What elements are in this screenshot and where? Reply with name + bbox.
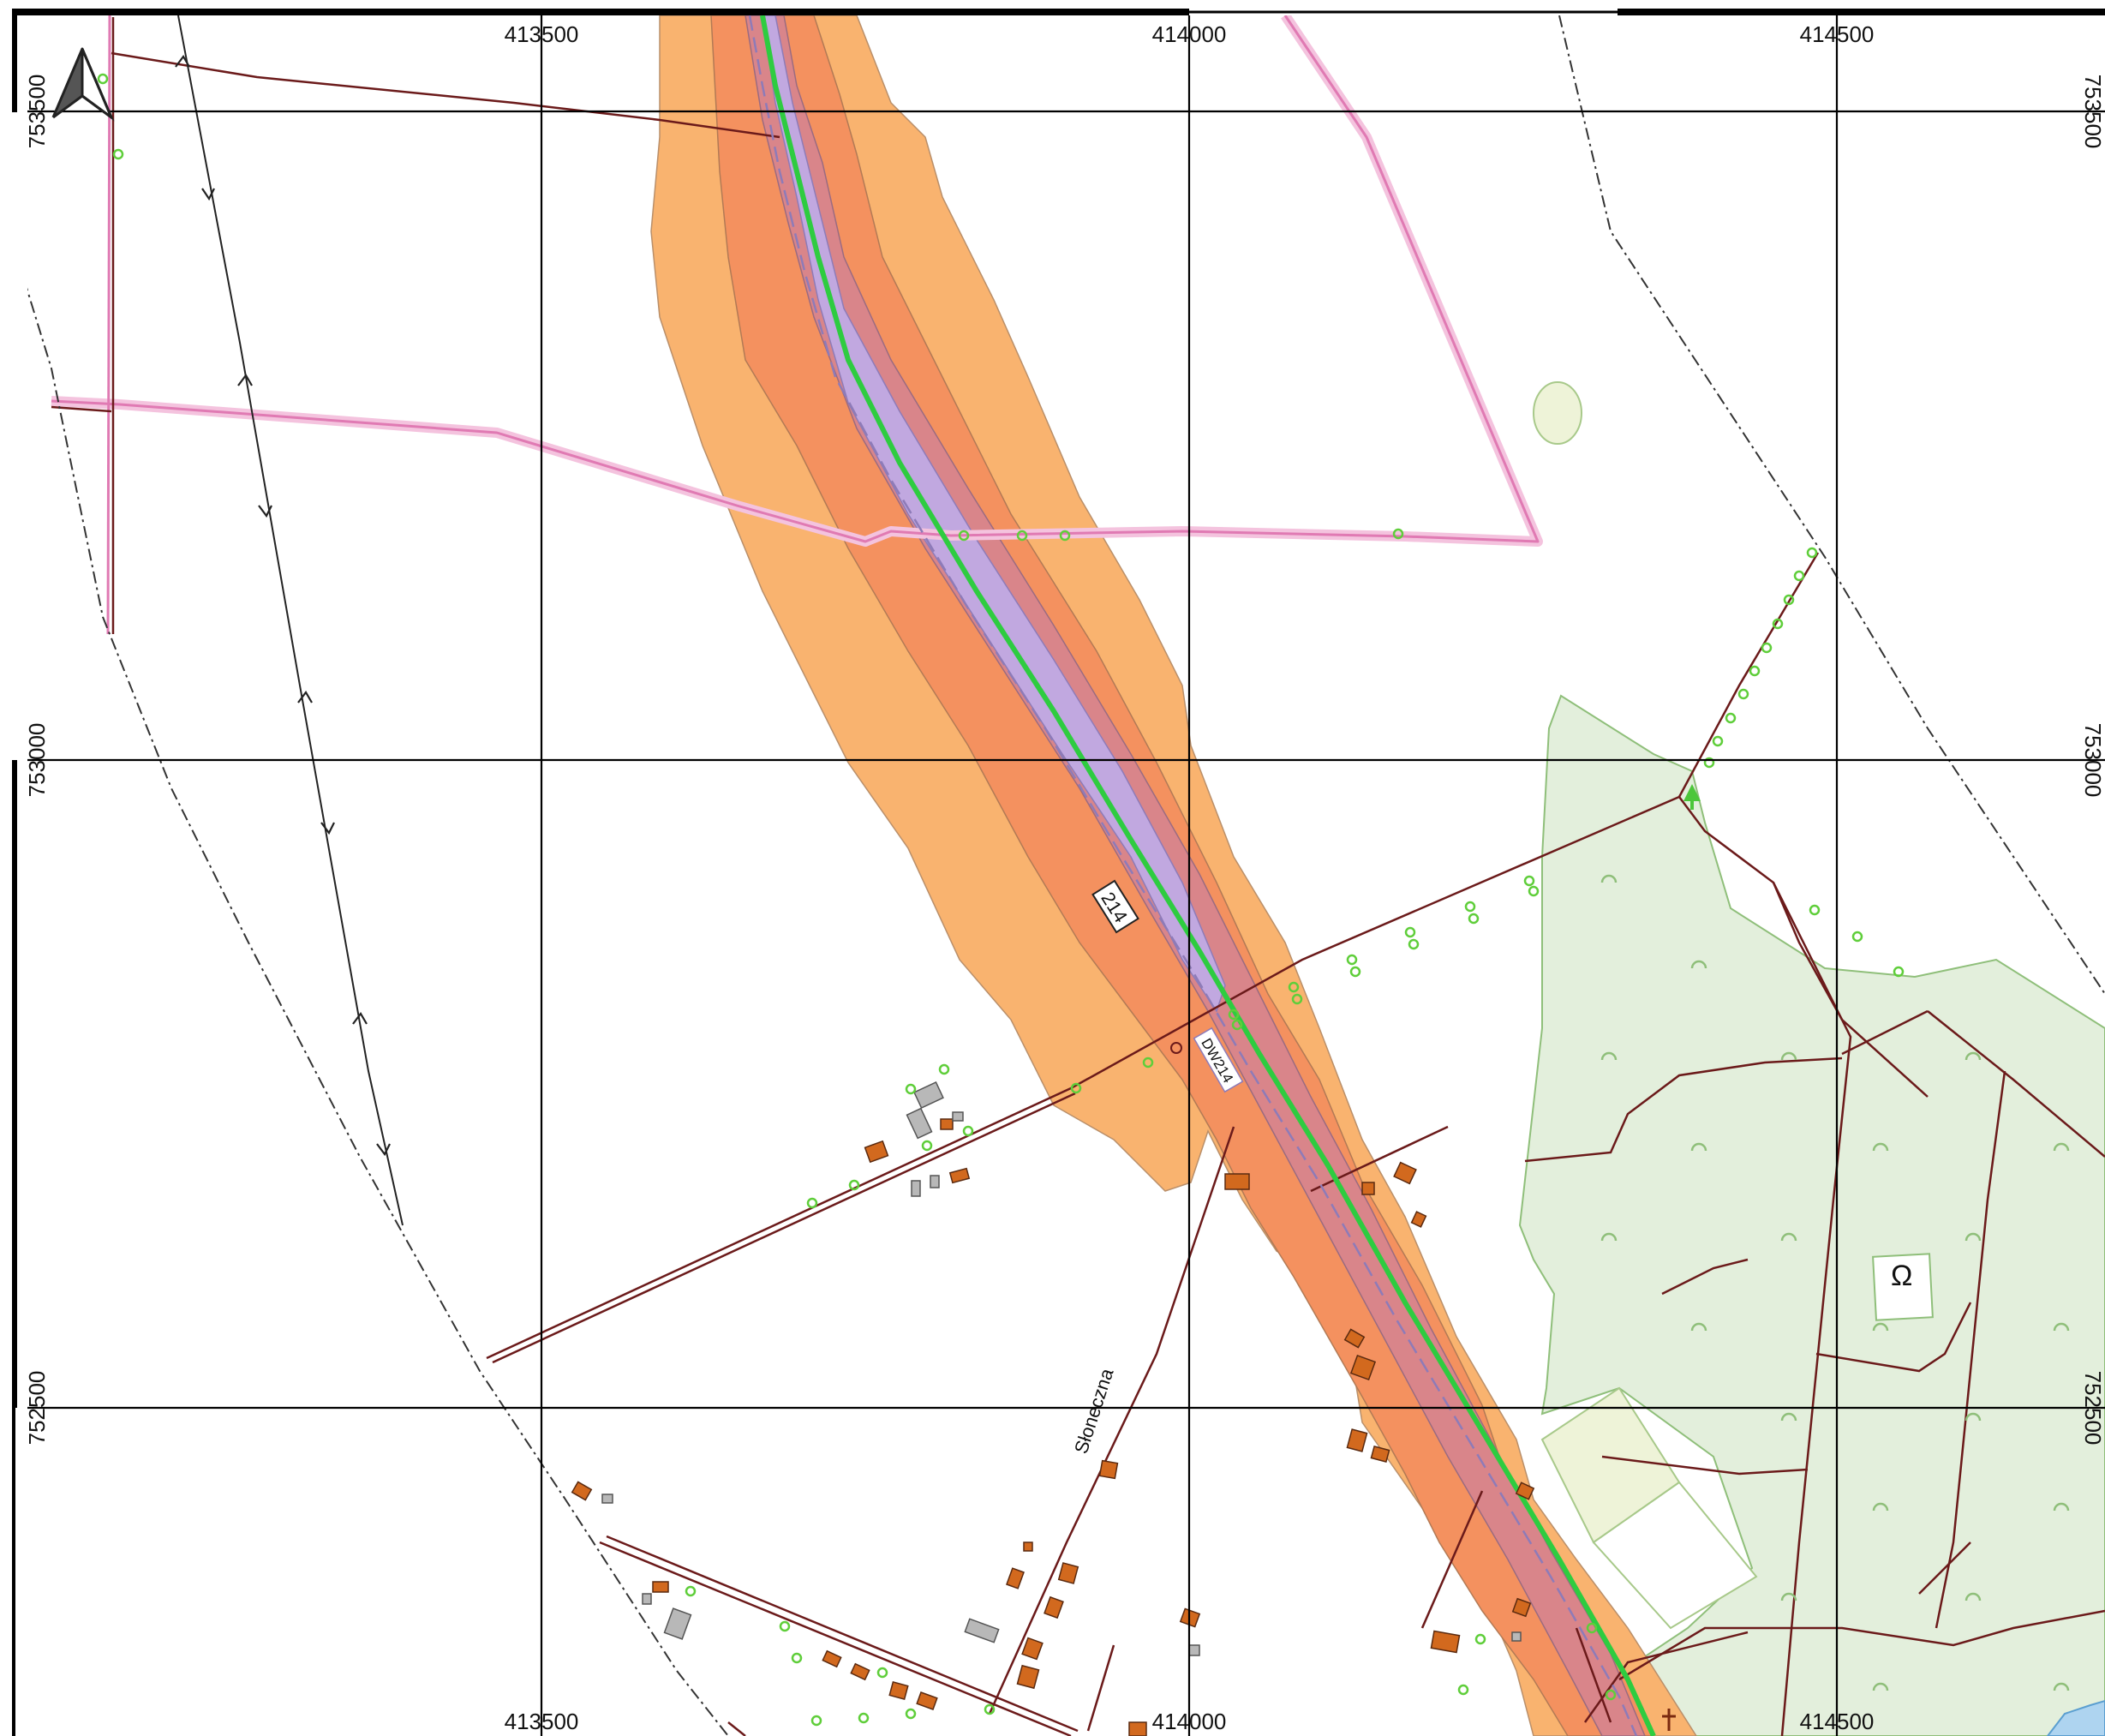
pond-shape bbox=[1533, 381, 1582, 445]
monument-box bbox=[1872, 1253, 1934, 1321]
grid-lines bbox=[15, 13, 2105, 1736]
x-label-top-2: 414000 bbox=[1152, 21, 1227, 47]
forest-area bbox=[1518, 694, 2105, 1736]
monument-icon: Ω bbox=[1891, 1260, 1912, 1292]
y-label-right-1: 753500 bbox=[2080, 75, 2105, 149]
grey-buildings-group bbox=[601, 1081, 1522, 1656]
y-label-right-3: 752500 bbox=[2080, 1371, 2105, 1446]
road-zone bbox=[762, 15, 1226, 1013]
tree-points bbox=[97, 73, 1905, 1727]
dashdot-lines bbox=[16, 15, 2105, 1736]
x-label-bottom-2: 414000 bbox=[1152, 1709, 1227, 1734]
x-label-top-1: 413500 bbox=[505, 21, 579, 47]
boundary-line-inner bbox=[51, 15, 1540, 543]
x-label-bottom-1: 413500 bbox=[505, 1709, 579, 1734]
buffer-inner bbox=[745, 15, 1646, 1736]
x-label-bottom-3: 414500 bbox=[1800, 1709, 1875, 1734]
boundary-line-left bbox=[106, 15, 111, 635]
junction-marker bbox=[1170, 1042, 1182, 1054]
north-arrow-icon bbox=[51, 47, 115, 122]
clearing-white bbox=[1592, 1481, 1758, 1630]
road-centerline bbox=[760, 15, 1656, 1736]
street-name-label: Słoneczna bbox=[1070, 1365, 1118, 1456]
buildings-group bbox=[571, 1118, 1535, 1736]
y-label-left-2: 753000 bbox=[24, 723, 50, 798]
water-area bbox=[2046, 1699, 2105, 1736]
arrow-marks bbox=[175, 55, 391, 1157]
road-dashed-line bbox=[748, 15, 1638, 1736]
y-label-left-3: 752500 bbox=[24, 1371, 50, 1446]
map-frame bbox=[12, 9, 2105, 1736]
y-label-left-1: 753500 bbox=[24, 75, 50, 149]
forest-symbols bbox=[1600, 874, 2070, 1691]
cross-icon bbox=[1662, 1709, 1676, 1731]
tree-icon bbox=[1683, 784, 1701, 810]
x-label-top-3: 414500 bbox=[1800, 21, 1875, 47]
arrow-line bbox=[177, 15, 404, 1226]
y-label-right-2: 753000 bbox=[2080, 723, 2105, 798]
